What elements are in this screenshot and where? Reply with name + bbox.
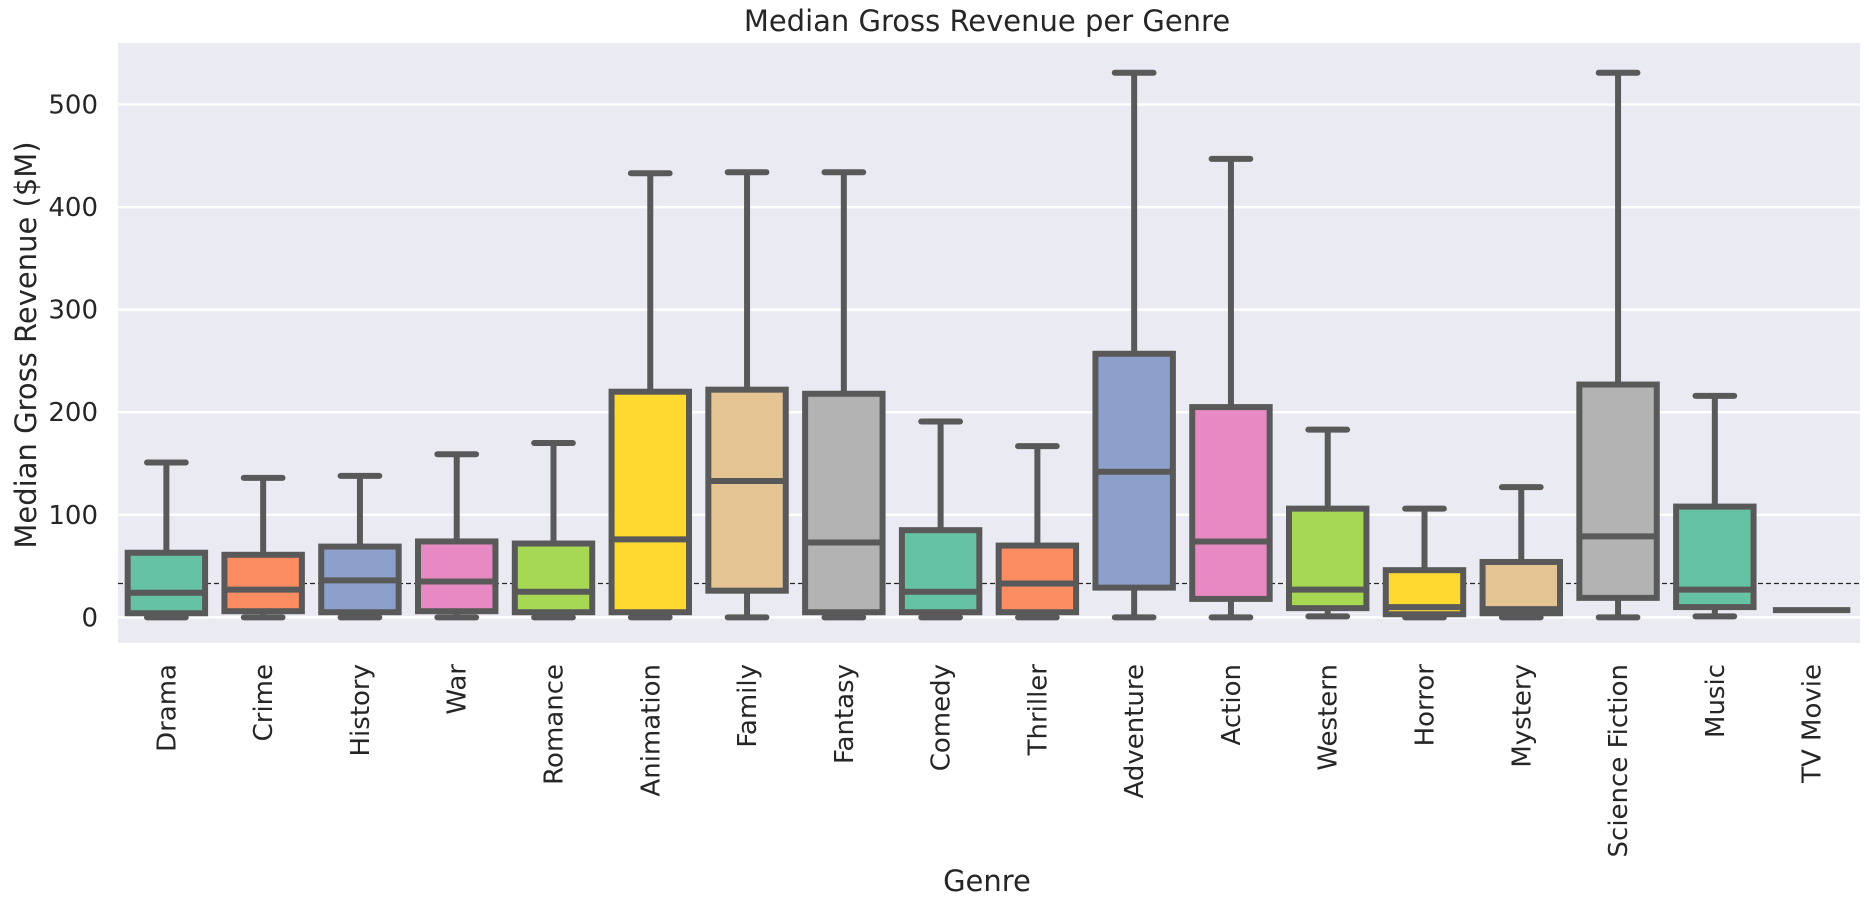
box-drama: [124, 459, 209, 621]
x-tick-label: Fantasy: [830, 664, 860, 764]
box-body: [802, 390, 886, 616]
grid-lines: [118, 103, 1860, 619]
box-body: [705, 386, 789, 594]
x-tick-label: Western: [1314, 664, 1344, 771]
box-body: [995, 542, 1080, 616]
x-axis-title: Genre: [943, 864, 1031, 898]
box-series: [124, 69, 1851, 621]
box-crime: [221, 474, 305, 621]
x-tick-labels: Drama Crime History War Romance Animation Fami…: [152, 664, 1827, 858]
box-body: [898, 527, 983, 616]
y-tick-label: 300: [48, 296, 98, 326]
box-thriller: [995, 443, 1080, 621]
x-tick-label: History: [346, 664, 376, 757]
y-tick-label: 0: [81, 603, 98, 633]
box-history: [318, 472, 402, 621]
box-body: [124, 549, 209, 617]
y-tick-label: 400: [48, 193, 98, 223]
x-tick-label: Animation: [636, 664, 666, 797]
x-tick-label: War: [443, 664, 473, 715]
box-romance: [511, 440, 596, 621]
x-tick-label: Horror: [1411, 664, 1441, 747]
plot-background: [118, 43, 1860, 643]
y-tick-label: 200: [48, 398, 98, 428]
box-body: [511, 540, 596, 616]
x-tick-label: Crime: [249, 664, 279, 741]
box-body: [1479, 558, 1563, 617]
box-body: [221, 551, 305, 615]
box-body: [608, 388, 692, 616]
box-body: [415, 538, 499, 615]
box-music: [1673, 392, 1757, 620]
x-tick-label: Romance: [540, 664, 570, 785]
box-horror: [1382, 505, 1467, 621]
x-tick-label: Mystery: [1507, 664, 1537, 768]
chart-title: Median Gross Revenue per Genre: [744, 4, 1230, 38]
x-tick-label: Family: [733, 664, 763, 748]
x-tick-label: Music: [1701, 664, 1731, 738]
box-western: [1286, 426, 1370, 620]
x-tick-label: Science Fiction: [1604, 664, 1634, 857]
y-tick-label: 100: [48, 501, 98, 531]
x-tick-label: Comedy: [927, 664, 957, 771]
box-war: [415, 451, 499, 621]
box-body: [1189, 404, 1273, 602]
box-adventure: [1092, 69, 1176, 621]
y-tick-labels: 0 100 200 300 400 500: [48, 91, 98, 634]
x-tick-label: Thriller: [1023, 664, 1053, 757]
box-mystery: [1479, 484, 1563, 621]
box-body: [1576, 381, 1660, 601]
x-tick-label: Adventure: [1120, 664, 1150, 798]
box-comedy: [898, 418, 983, 621]
box-science-fiction: [1576, 69, 1660, 621]
box-fantasy: [802, 169, 886, 621]
x-tick-label: TV Movie: [1798, 664, 1828, 784]
x-tick-label: Action: [1217, 664, 1247, 745]
box-body: [1286, 505, 1370, 612]
y-tick-label: 500: [48, 91, 98, 121]
box-animation: [608, 170, 692, 621]
box-action: [1189, 155, 1273, 621]
y-axis-title: Median Gross Revenue ($M): [9, 141, 43, 548]
x-tick-label: Drama: [152, 664, 182, 752]
box-family: [705, 169, 789, 621]
